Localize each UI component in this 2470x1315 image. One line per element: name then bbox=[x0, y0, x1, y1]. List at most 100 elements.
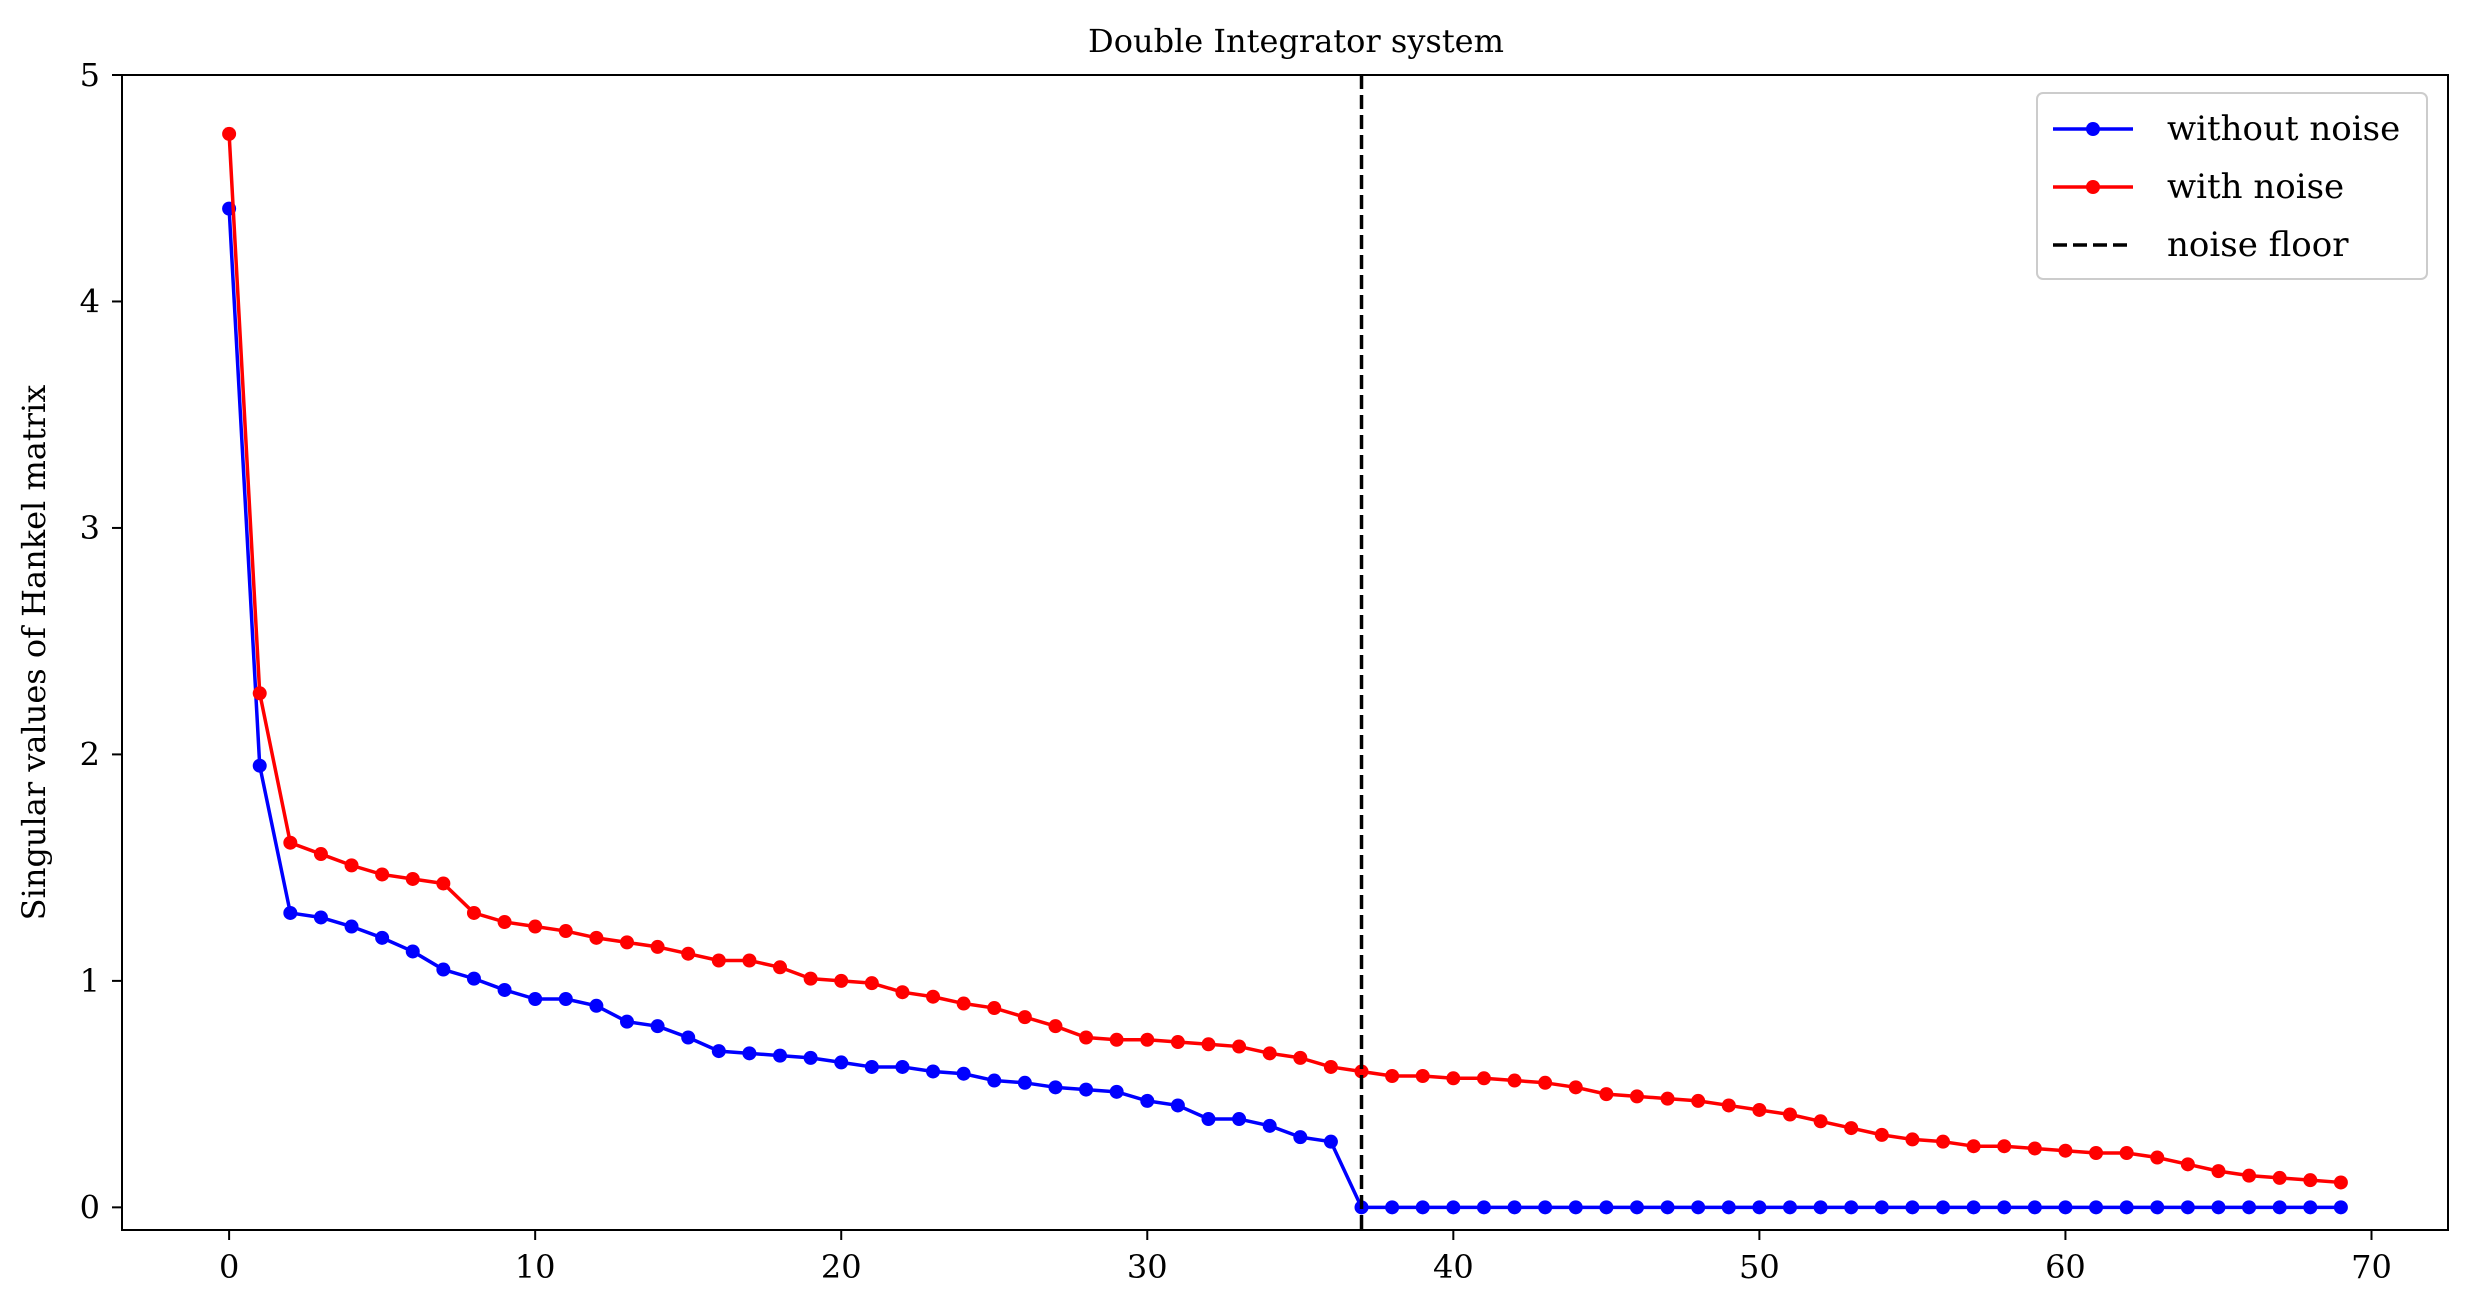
data-point bbox=[1232, 1112, 1247, 1127]
data-point bbox=[956, 996, 971, 1011]
data-point bbox=[1109, 1084, 1124, 1099]
data-point bbox=[344, 919, 359, 934]
data-point bbox=[1599, 1087, 1614, 1102]
x-tick-label: 10 bbox=[515, 1248, 556, 1286]
data-point bbox=[1721, 1200, 1736, 1215]
data-point bbox=[895, 985, 910, 1000]
data-point bbox=[1660, 1200, 1675, 1215]
data-point bbox=[1170, 1035, 1185, 1050]
data-point bbox=[344, 858, 359, 873]
y-axis-label: Singular values of Hankel matrix bbox=[15, 385, 53, 921]
legend-label: noise floor bbox=[2167, 225, 2349, 265]
data-point bbox=[1782, 1200, 1797, 1215]
data-point bbox=[1476, 1200, 1491, 1215]
data-point bbox=[650, 1019, 665, 1034]
data-point bbox=[2242, 1168, 2257, 1183]
data-point bbox=[926, 1064, 941, 1079]
data-point bbox=[1905, 1132, 1920, 1147]
data-point bbox=[252, 758, 267, 773]
data-point bbox=[1538, 1075, 1553, 1090]
data-point bbox=[742, 953, 757, 968]
legend-box bbox=[2036, 92, 2428, 280]
data-point bbox=[1538, 1200, 1553, 1215]
data-point bbox=[1905, 1200, 1920, 1215]
data-point bbox=[2150, 1150, 2165, 1165]
data-point bbox=[1660, 1091, 1675, 1106]
data-point bbox=[1048, 1080, 1063, 1095]
data-point bbox=[375, 930, 390, 945]
x-tick-label: 0 bbox=[219, 1248, 239, 1286]
data-point bbox=[2089, 1146, 2104, 1160]
data-point bbox=[1415, 1069, 1430, 1083]
data-point bbox=[1140, 1032, 1155, 1047]
y-tick-label: 5 bbox=[80, 56, 100, 94]
data-point bbox=[681, 946, 696, 961]
data-point bbox=[528, 992, 543, 1006]
x-tick-label: 70 bbox=[2351, 1248, 2392, 1286]
data-point bbox=[528, 919, 543, 934]
data-point bbox=[834, 1055, 849, 1070]
data-point bbox=[1752, 1102, 1767, 1117]
data-point bbox=[1262, 1118, 1277, 1133]
data-point bbox=[283, 835, 298, 850]
data-point bbox=[375, 867, 390, 882]
data-point bbox=[773, 960, 788, 975]
data-point bbox=[1170, 1098, 1185, 1113]
data-point bbox=[895, 1059, 910, 1074]
data-point bbox=[987, 1001, 1002, 1016]
data-point bbox=[1293, 1050, 1308, 1065]
data-point bbox=[1936, 1200, 1951, 1215]
data-point bbox=[2242, 1200, 2257, 1215]
data-point bbox=[2027, 1141, 2042, 1156]
data-point bbox=[2333, 1200, 2348, 1215]
data-point bbox=[589, 930, 604, 945]
data-point bbox=[1079, 1030, 1094, 1045]
data-point bbox=[589, 998, 604, 1013]
data-point bbox=[926, 989, 941, 1004]
data-point bbox=[1966, 1139, 1981, 1154]
data-point bbox=[1997, 1200, 2012, 1215]
data-point bbox=[2058, 1200, 2073, 1215]
data-point bbox=[558, 992, 573, 1006]
data-point bbox=[1354, 1064, 1369, 1079]
data-point bbox=[1813, 1200, 1828, 1215]
data-point bbox=[1691, 1200, 1706, 1215]
data-point bbox=[2180, 1157, 2195, 1172]
legend-swatch-marker bbox=[2086, 180, 2100, 194]
data-point bbox=[2180, 1200, 2195, 1215]
data-point bbox=[1997, 1139, 2012, 1154]
data-point bbox=[1629, 1089, 1644, 1104]
data-point bbox=[1844, 1200, 1859, 1215]
x-tick-label: 50 bbox=[1739, 1248, 1780, 1286]
data-point bbox=[1446, 1200, 1461, 1215]
data-point bbox=[1109, 1032, 1124, 1047]
data-point bbox=[405, 871, 420, 886]
data-point bbox=[2150, 1200, 2165, 1215]
data-point bbox=[1201, 1037, 1216, 1052]
data-point bbox=[2211, 1200, 2226, 1215]
data-point bbox=[2272, 1200, 2287, 1215]
data-point bbox=[405, 944, 420, 959]
data-point bbox=[1232, 1039, 1247, 1054]
data-point bbox=[1293, 1130, 1308, 1145]
legend-label: without noise bbox=[2167, 109, 2400, 149]
data-point bbox=[1568, 1080, 1583, 1095]
series-line bbox=[227, 133, 2342, 1185]
data-point bbox=[2027, 1200, 2042, 1215]
data-point bbox=[711, 953, 726, 968]
legend-swatch-marker bbox=[2086, 122, 2100, 136]
data-point bbox=[1201, 1112, 1216, 1127]
data-point bbox=[956, 1066, 971, 1081]
data-point bbox=[2089, 1200, 2104, 1215]
data-point bbox=[1691, 1093, 1706, 1108]
data-point bbox=[1415, 1200, 1430, 1215]
y-tick-label: 4 bbox=[80, 282, 100, 320]
data-point bbox=[619, 1014, 634, 1029]
data-point bbox=[1048, 1019, 1063, 1034]
data-point bbox=[1629, 1200, 1644, 1215]
x-tick-label: 60 bbox=[2045, 1248, 2086, 1286]
data-point bbox=[864, 1059, 879, 1074]
data-point bbox=[1874, 1200, 1889, 1215]
legend: without noise with noise noise floor bbox=[2036, 92, 2428, 280]
data-point bbox=[497, 982, 512, 997]
